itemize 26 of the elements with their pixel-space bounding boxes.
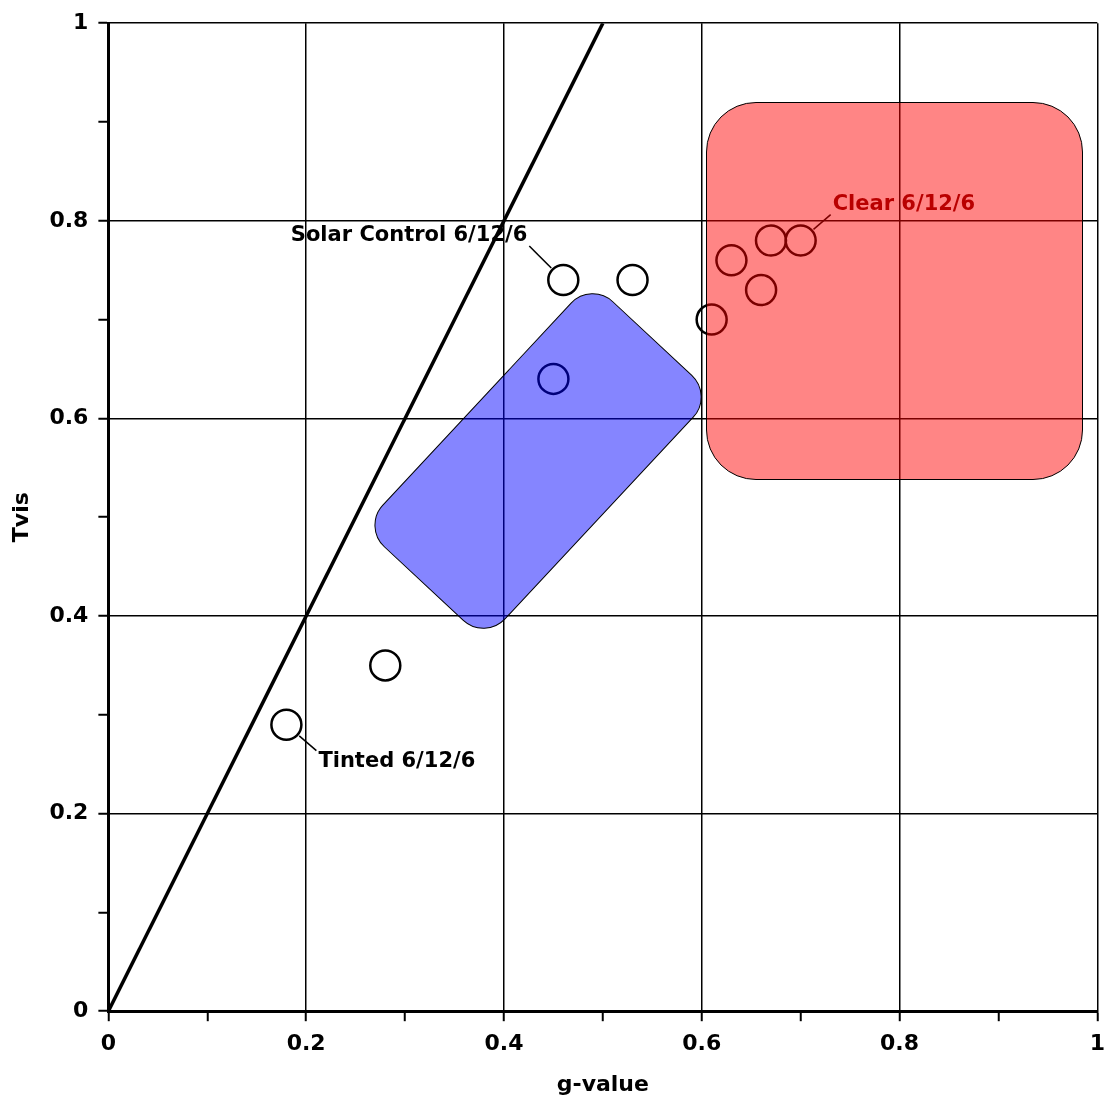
y-axis-title: Tvis xyxy=(7,492,33,543)
annotation: Clear 6/12/6 xyxy=(832,190,976,215)
y-tick-label: 0.2 xyxy=(49,799,89,825)
point xyxy=(754,224,788,257)
y-tick-label: 0.8 xyxy=(49,206,89,232)
y-tick-label: 0 xyxy=(73,996,89,1022)
x-tick-label: 0 xyxy=(100,1030,117,1056)
point xyxy=(744,273,778,307)
x-tick-label: 0.2 xyxy=(286,1030,326,1056)
y-tick-label: 1 xyxy=(73,8,89,34)
y-tick-label: 0.4 xyxy=(49,601,89,627)
x-axis-title: g-value xyxy=(556,1070,649,1096)
x-tick-label: 1 xyxy=(1089,1030,1105,1056)
point xyxy=(784,224,817,257)
point xyxy=(270,708,303,741)
point xyxy=(369,649,402,682)
y-tick-label: 0.6 xyxy=(49,404,89,430)
x-tick-label: 0.4 xyxy=(484,1030,524,1056)
point xyxy=(537,362,570,396)
x-tick-label: 0.8 xyxy=(880,1030,920,1056)
point xyxy=(616,263,649,297)
annotation: Tinted 6/12/6 xyxy=(318,747,476,772)
x-tick-label: 0.6 xyxy=(682,1030,722,1056)
point xyxy=(695,303,728,336)
point xyxy=(547,263,580,297)
point xyxy=(715,244,748,277)
